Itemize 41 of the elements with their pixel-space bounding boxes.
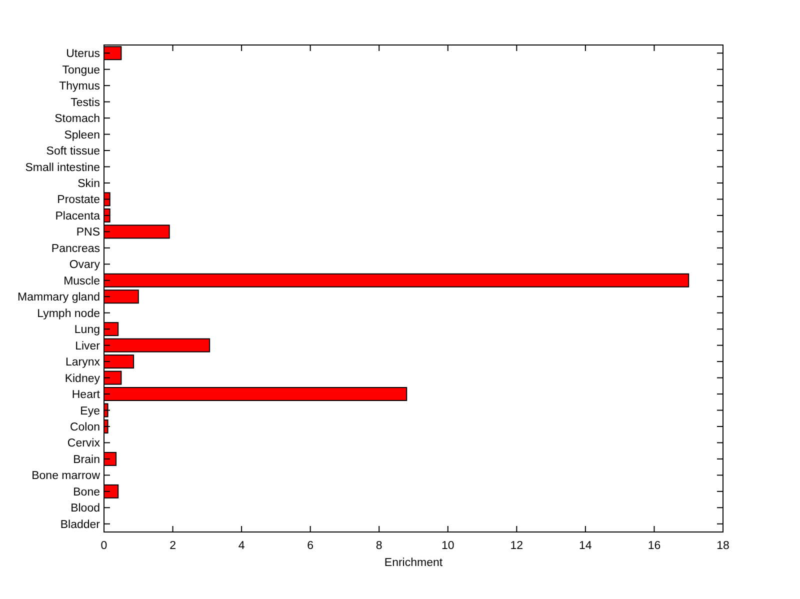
y-tick-label: Lung	[74, 324, 100, 336]
x-tick-label: 10	[441, 540, 454, 552]
x-tick-label: 18	[716, 540, 730, 552]
x-tick-label: 2	[170, 540, 176, 552]
y-tick-label: Heart	[72, 389, 101, 402]
y-tick-label: Larynx	[65, 356, 100, 369]
y-tick-label: Mammary gland	[18, 292, 100, 304]
y-tick-label: Lymph node	[37, 308, 100, 320]
y-tick-label: Colon	[70, 422, 100, 434]
y-tick-label: Kidney	[64, 372, 100, 385]
y-tick-label: Bone	[73, 486, 100, 498]
y-tick-label: Liver	[75, 340, 100, 352]
y-tick-label: Skin	[78, 178, 100, 190]
y-tick-label: Pancreas	[51, 242, 100, 255]
y-tick-label: Spleen	[64, 129, 100, 142]
y-tick-label: Prostate	[57, 194, 100, 206]
x-tick-label: 0	[100, 540, 108, 552]
y-tick-label: PNS	[76, 226, 100, 239]
y-tick-label: Blood	[70, 502, 100, 515]
y-tick-label: Bladder	[60, 518, 100, 531]
y-tick-label: Testis	[70, 96, 100, 109]
y-tick-label: Bone marrow	[32, 470, 101, 482]
y-tick-label: Thymus	[59, 80, 100, 93]
y-tick-label: Ovary	[69, 259, 100, 272]
y-tick-label: Cervix	[67, 438, 100, 450]
y-tick-label: Soft tissue	[46, 146, 100, 158]
y-tick-label: Placenta	[55, 210, 101, 222]
x-axis-title: Enrichment	[384, 557, 444, 569]
x-tick-label: 8	[376, 540, 382, 552]
y-tick-label: Uterus	[66, 48, 100, 60]
y-tick-label: Muscle	[64, 275, 100, 288]
y-tick-label: Tongue	[62, 64, 100, 76]
x-tick-label: 6	[307, 540, 314, 552]
x-tick-label: 16	[648, 540, 661, 552]
y-tick-label: Brain	[73, 454, 100, 466]
x-tick-label: 12	[510, 540, 524, 552]
x-tick-label: 4	[238, 540, 246, 552]
y-tick-label: Stomach	[54, 113, 100, 126]
y-tick-label: Eye	[80, 405, 100, 418]
y-tick-label: Small intestine	[25, 162, 100, 174]
x-tick-label: 14	[579, 540, 592, 552]
